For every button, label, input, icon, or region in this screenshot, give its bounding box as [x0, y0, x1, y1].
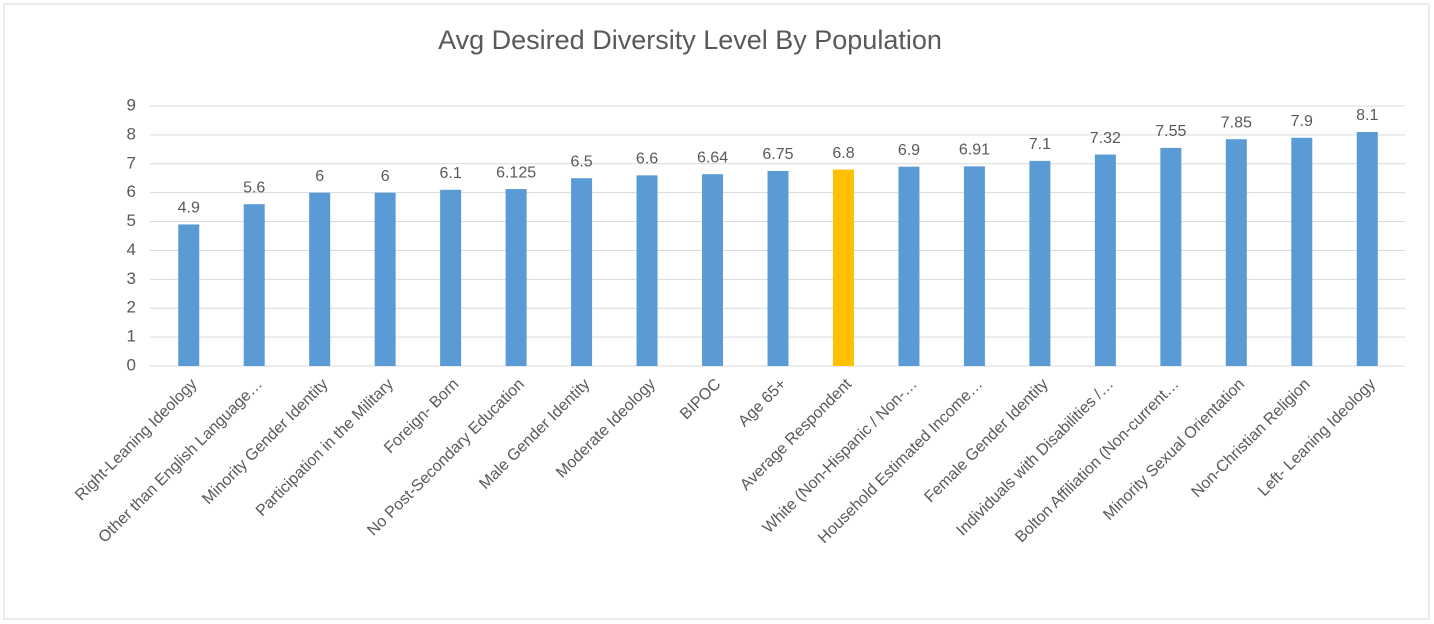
bar: [1094, 154, 1116, 366]
chart-title: Avg Desired Diversity Level By Populatio…: [438, 25, 942, 55]
value-label: 7.85: [1221, 114, 1252, 131]
y-tick-label: 1: [127, 327, 136, 346]
y-tick-label: 9: [127, 95, 136, 114]
y-tick-label: 8: [127, 124, 136, 143]
y-tick-label: 6: [127, 182, 136, 201]
bar: [1356, 132, 1378, 366]
value-label: 6.9: [898, 142, 920, 159]
bar: [702, 174, 724, 366]
value-label: 7.1: [1029, 136, 1051, 153]
bar: [571, 178, 593, 366]
value-label: 6.1: [440, 165, 462, 182]
bar: [505, 189, 527, 366]
value-label: 7.55: [1155, 123, 1186, 140]
value-label: 6.64: [697, 149, 728, 166]
bar: [832, 169, 854, 366]
y-tick-label: 7: [127, 153, 136, 172]
bar: [178, 224, 200, 366]
value-label: 5.6: [243, 179, 265, 196]
bar: [963, 166, 985, 366]
bar: [898, 166, 920, 366]
bar: [243, 204, 265, 366]
bar: [374, 192, 396, 366]
bar: [767, 171, 789, 366]
y-tick-label: 5: [127, 211, 136, 230]
value-label: 6: [315, 168, 324, 185]
value-label: 6.91: [959, 142, 990, 159]
value-label: 8.1: [1356, 107, 1378, 124]
value-label: 7.9: [1291, 113, 1313, 130]
y-tick-label: 3: [127, 269, 136, 288]
value-label: 6.125: [496, 164, 536, 181]
value-label: 6.6: [636, 151, 658, 168]
bar: [636, 175, 658, 366]
value-label: 6: [381, 168, 390, 185]
bar: [1225, 139, 1247, 366]
bar: [1160, 147, 1182, 366]
y-tick-label: 2: [127, 298, 136, 317]
y-tick-label: 4: [127, 240, 136, 259]
y-tick-label: 0: [127, 355, 136, 374]
bar: [1291, 137, 1313, 366]
value-label: 6.5: [570, 153, 592, 170]
value-label: 4.9: [178, 200, 200, 217]
bar: [440, 189, 462, 366]
value-label: 7.32: [1090, 130, 1121, 147]
bar: [1029, 160, 1051, 366]
value-label: 6.75: [762, 146, 793, 163]
value-label: 6.8: [832, 145, 854, 162]
bar: [309, 192, 331, 366]
